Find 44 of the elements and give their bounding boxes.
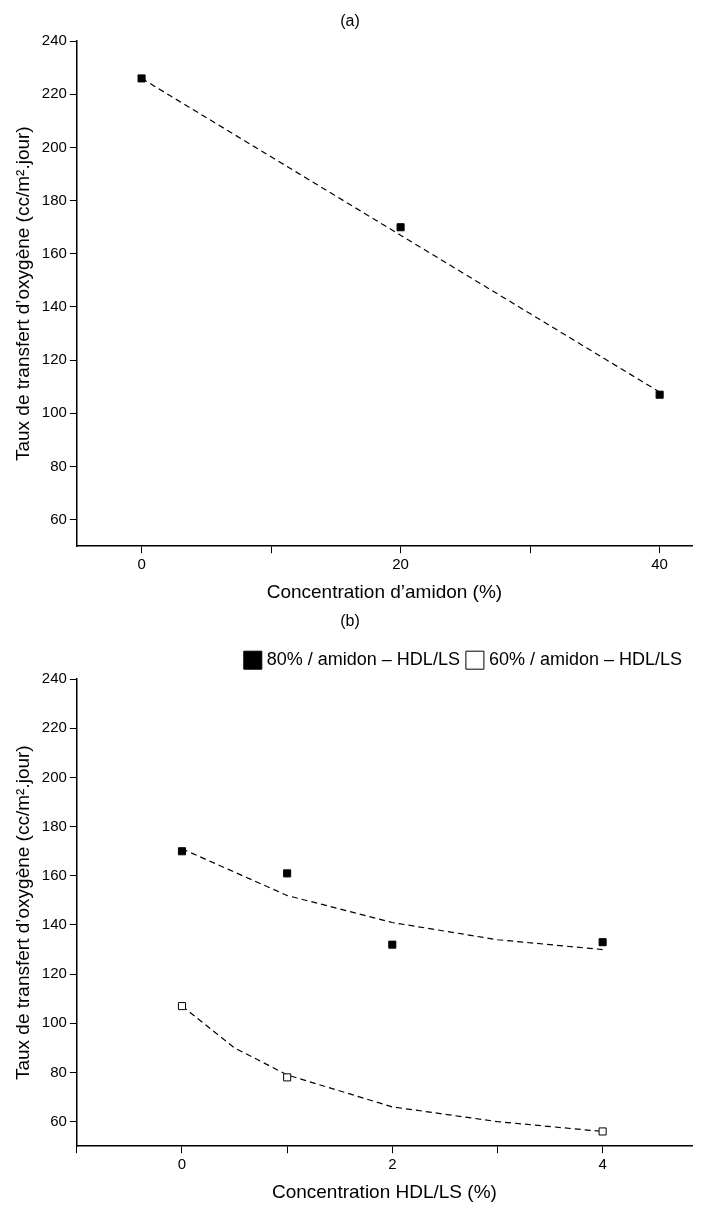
x-tick-label: 2 [388,1155,397,1173]
y-axis-title: Taux de transfert d’oxygène (cc/m².jour) [11,126,33,462]
y-tick-label: 220 [41,718,67,736]
point [137,74,146,83]
y-tick-label: 120 [41,964,67,982]
y-tick-label: 100 [41,1013,67,1031]
x-axis-title: Concentration HDL/LS (%) [271,1180,497,1202]
x-tick-label: 0 [177,1155,187,1173]
chart-title: (b) [340,612,360,630]
point [598,938,607,947]
y-tick-label: 180 [41,816,67,834]
x-tick-label: 20 [392,555,409,573]
y-tick-label: 140 [41,915,67,933]
x-tick-label: 4 [598,1155,607,1173]
y-tick-label: 240 [41,669,67,687]
x-axis-title: Concentration d’amidon (%) [266,580,503,602]
y-tick-label: 60 [50,509,67,527]
point [598,1127,607,1136]
y-tick-label: 100 [41,403,67,421]
point [388,940,397,949]
y-tick-label: 200 [41,137,67,155]
legend-label: 60% / amidon – HDL/LS [488,649,682,670]
y-tick-label: 160 [41,865,67,883]
point [177,847,187,856]
y-axis-title: Taux de transfert d’oxygène (cc/m².jour) [11,745,33,1081]
y-tick-label: 160 [41,243,67,261]
y-tick-label: 220 [41,84,67,102]
y-tick-label: 80 [50,456,67,474]
point [655,390,664,399]
y-tick-label: 80 [50,1062,67,1080]
y-tick-label: 240 [41,31,67,49]
y-tick-label: 140 [41,297,67,315]
chart-title: (a) [340,12,360,30]
point [283,869,292,878]
x-tick-label: 0 [137,555,146,573]
point [177,1002,187,1011]
y-tick-label: 120 [41,350,67,368]
point [283,1073,292,1082]
y-tick-label: 180 [41,190,67,208]
y-tick-label: 60 [50,1111,67,1129]
x-tick-label: 40 [651,555,668,573]
legend-label: 80% / amidon – HDL/LS [266,649,460,670]
point [396,223,405,232]
y-tick-label: 200 [41,767,67,785]
